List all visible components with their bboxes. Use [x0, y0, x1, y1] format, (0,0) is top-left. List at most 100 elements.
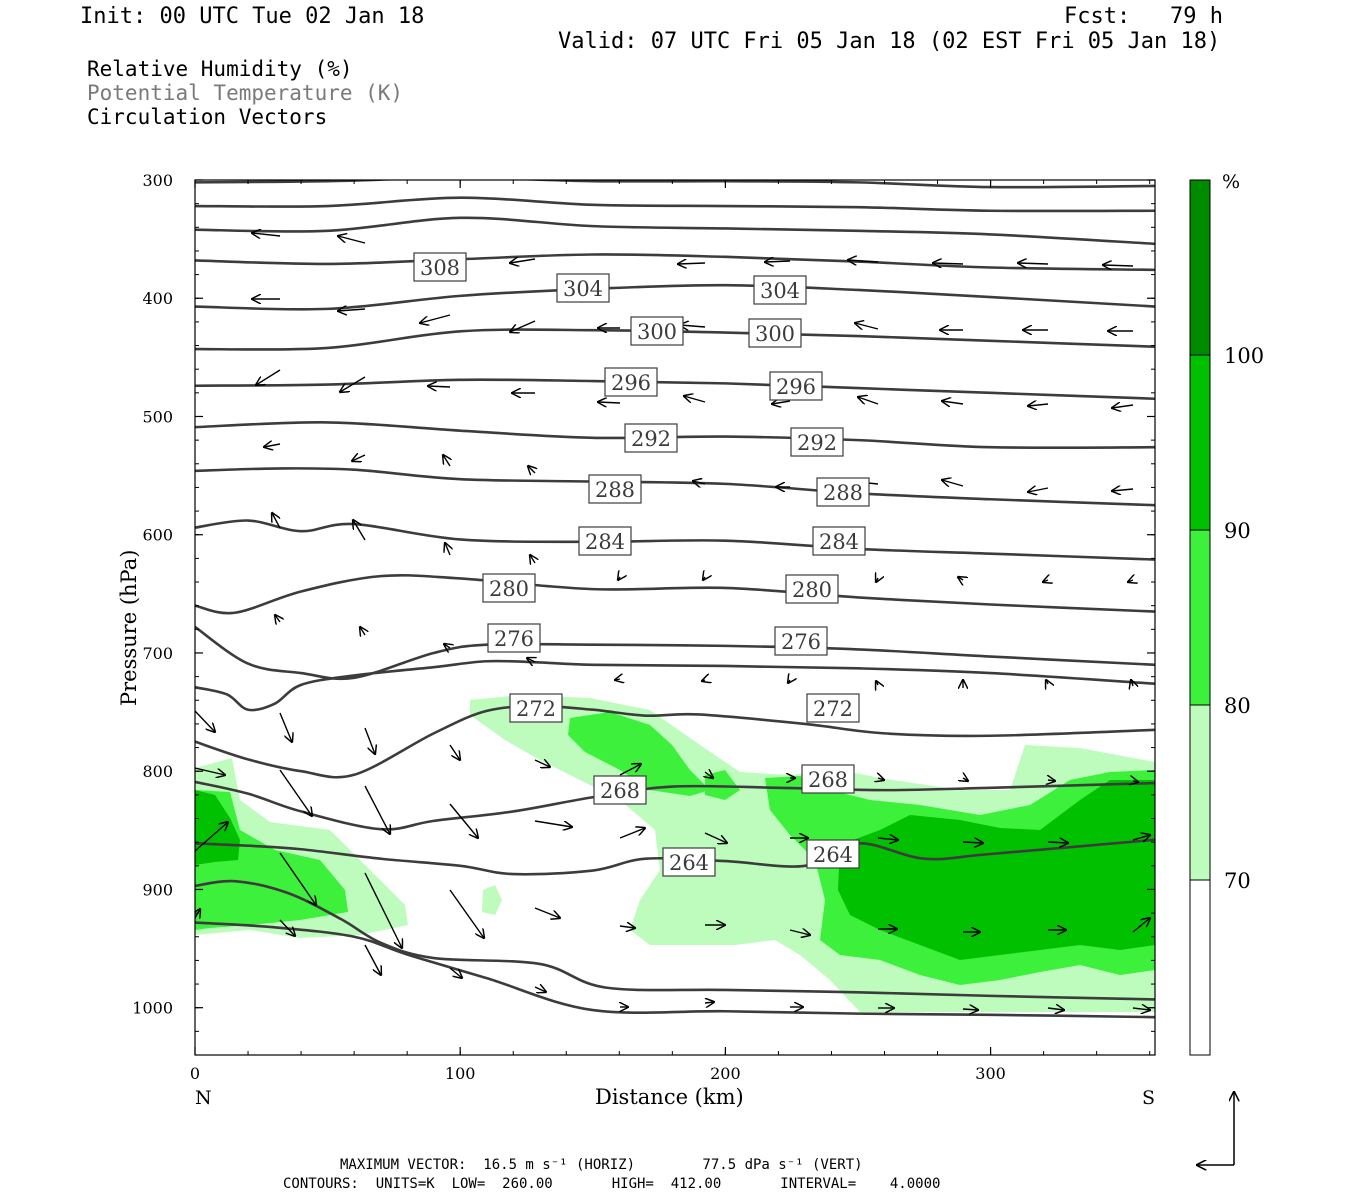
- y-axis-title: Pressure (hPa): [117, 550, 141, 706]
- circulation-vector: [338, 236, 366, 244]
- svg-text:304: 304: [760, 279, 800, 303]
- circulation-vector: [428, 386, 451, 387]
- circulation-vector: [1018, 263, 1049, 264]
- svg-text:280: 280: [489, 577, 529, 601]
- circulation-vector: [1103, 265, 1134, 266]
- isentrope-line: [195, 573, 1155, 615]
- plot-frame: [194, 179, 1156, 1056]
- svg-text:288: 288: [823, 481, 863, 505]
- y-tick-label: 400: [142, 289, 173, 308]
- circulation-vector: [1132, 1008, 1150, 1010]
- legend-vectors: Circulation Vectors: [87, 105, 328, 129]
- circulation-vector: [510, 259, 536, 263]
- circulation-vector: [1028, 404, 1049, 406]
- circulation-vector: [449, 967, 462, 978]
- circulation-vector: [1128, 580, 1133, 582]
- circulation-vector: [876, 578, 878, 582]
- svg-text:264: 264: [813, 843, 853, 867]
- svg-text:268: 268: [600, 779, 640, 803]
- endpoint-right: S: [1142, 1087, 1155, 1109]
- contour-label-280: 280: [785, 574, 839, 604]
- contour-label-276: 276: [774, 626, 828, 656]
- svg-text:284: 284: [585, 530, 625, 554]
- circulation-vector: [962, 1009, 978, 1010]
- colorbar-bin-90: [1189, 354, 1211, 531]
- circulation-vector: [364, 785, 390, 834]
- svg-text:288: 288: [595, 478, 635, 502]
- circulation-vector: [702, 680, 705, 681]
- circulation-vector: [704, 832, 727, 843]
- colorbar-unit: %: [1222, 171, 1240, 193]
- contour-label-284: 284: [578, 526, 632, 556]
- y-tick-label: 500: [142, 407, 173, 426]
- init-time: Init: 00 UTC Tue 02 Jan 18: [80, 4, 425, 29]
- circulation-vector: [1046, 680, 1048, 684]
- isentrope-line: [195, 283, 1155, 311]
- contour-label-304: 304: [753, 275, 807, 305]
- circulation-vector: [598, 402, 621, 403]
- isentrope-line: [195, 879, 1155, 1001]
- circulation-vector: [933, 263, 964, 264]
- svg-text:264: 264: [669, 851, 709, 875]
- isentrope-line: [195, 378, 1155, 401]
- x-tick-label: 0: [190, 1064, 200, 1083]
- forecast-hour: Fcst: 79 h: [1064, 4, 1223, 29]
- contour-label-296: 296: [604, 367, 658, 397]
- circulation-vector: [449, 803, 478, 838]
- circulation-vector: [1132, 918, 1150, 933]
- circulation-vector: [528, 466, 535, 473]
- circulation-vector: [353, 520, 366, 541]
- colorbar: % 100 90 80 70: [1189, 171, 1264, 1056]
- circulation-vector: [1133, 781, 1138, 782]
- colorbar-label-100: 100: [1224, 344, 1264, 368]
- circulation-vector: [527, 658, 535, 662]
- circulation-vector: [534, 820, 572, 827]
- svg-text:308: 308: [420, 256, 460, 280]
- colorbar-label-90: 90: [1224, 519, 1251, 543]
- circulation-vector: [615, 679, 620, 680]
- circulation-vector: [678, 263, 706, 264]
- circulation-vector: [272, 513, 281, 529]
- contour-label-280: 280: [482, 573, 536, 603]
- circulation-vector: [788, 680, 790, 683]
- circulation-vector: [876, 681, 878, 685]
- isentrope-line: [195, 921, 1155, 1019]
- circulation-vector: [364, 872, 402, 948]
- circulation-vector: [680, 325, 706, 327]
- isentrope-line: [195, 838, 1155, 876]
- y-axis: 300 400 500 600 700 800 900 1000: [132, 171, 1155, 1056]
- circulation-vector: [619, 828, 645, 839]
- svg-text:296: 296: [611, 371, 651, 395]
- circulation-vector: [534, 987, 546, 992]
- circulation-vector: [195, 710, 215, 732]
- circulation-vector: [364, 944, 381, 975]
- circulation-vector: [877, 838, 898, 840]
- circulation-vector: [619, 926, 635, 928]
- circulation-vector: [1048, 780, 1055, 781]
- isentrope-line: [195, 196, 1155, 213]
- circulation-vector: [1132, 835, 1150, 840]
- circulation-vector: [420, 314, 451, 323]
- footer-contours: CONTOURS: UNITS=K LOW= 260.00 HIGH= 412.…: [283, 1176, 941, 1192]
- circulation-vector: [1112, 489, 1134, 491]
- contour-label-300: 300: [630, 316, 684, 346]
- circulation-vector: [195, 822, 228, 852]
- circulation-vector: [772, 401, 791, 404]
- circulation-vector: [765, 261, 791, 262]
- isentrope-line: [195, 467, 1155, 507]
- circulation-vector: [352, 455, 366, 461]
- svg-text:292: 292: [797, 431, 837, 455]
- circulation-vector: [252, 233, 281, 236]
- y-tick-label: 700: [142, 644, 173, 663]
- circulation-vector: [958, 577, 963, 580]
- circulation-vector: [279, 852, 316, 905]
- svg-text:296: 296: [776, 375, 816, 399]
- svg-text:272: 272: [516, 697, 556, 721]
- contour-label-292: 292: [790, 427, 844, 457]
- rh-90-region: [195, 780, 1155, 960]
- contour-label-264: 264: [662, 847, 716, 877]
- endpoint-left: N: [195, 1087, 212, 1109]
- legend-theta: Potential Temperature (K): [87, 81, 404, 105]
- circulation-vector: [445, 543, 450, 556]
- circulation-vector: [338, 309, 366, 311]
